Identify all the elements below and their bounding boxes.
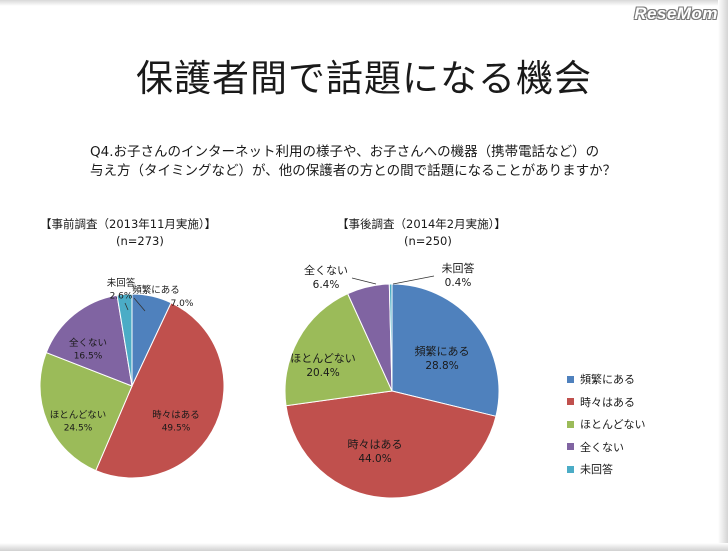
slice-value: 20.4% xyxy=(306,367,339,379)
pie-slice xyxy=(45,294,133,387)
slice-value: 7.0% xyxy=(171,299,194,309)
legend-swatch xyxy=(567,443,574,451)
top-border xyxy=(0,0,728,6)
slice-label: 頻繁にある xyxy=(132,284,180,296)
pie-slice xyxy=(388,283,393,392)
pie-slice xyxy=(39,351,133,472)
slice-label: 未回答 xyxy=(107,277,136,289)
legend-label: ほとんどない xyxy=(580,418,646,432)
slice-value: 2.6% xyxy=(110,292,133,302)
leader-line xyxy=(392,275,435,285)
legend-swatch xyxy=(567,398,574,406)
legend-swatch xyxy=(567,375,574,383)
legend-item: 未回答 xyxy=(567,458,645,481)
slice-label: ほとんどない xyxy=(290,352,355,365)
slice-label: ほとんどない xyxy=(50,410,107,421)
slice-value: 28.8% xyxy=(425,360,458,372)
question-text: Q4.お子さんのインターネット利用の様子や、お子さんへの機器（携帯電話など）の … xyxy=(90,143,690,181)
question-line-2: 与え方（タイミングなど）が、他の保護者の方との間で話題になることがありますか？ xyxy=(90,163,617,179)
slice-label: 全くない xyxy=(304,263,348,277)
slice-label: 時々はある xyxy=(152,410,200,421)
slice-label: 時々はある xyxy=(348,438,403,451)
slice-value: 0.4% xyxy=(445,277,472,289)
page-title: 保護者間で話題になる機会 xyxy=(136,57,592,100)
right-shadow xyxy=(718,0,728,551)
post-survey-title: 【事後調査（2014年2月実施）】 xyxy=(337,217,506,231)
legend: 頻繁にある時々はあるほとんどない 全くない未回答 xyxy=(567,368,645,481)
pie-slice xyxy=(391,283,500,417)
legend-label: 時々はある xyxy=(580,395,635,409)
legend-swatch xyxy=(567,420,574,428)
legend-item: ほとんどない xyxy=(567,413,645,436)
legend-item: 全くない xyxy=(567,436,645,459)
slice-value: 49.5% xyxy=(162,424,191,434)
leader-line xyxy=(133,297,146,312)
bottom-shadow xyxy=(0,543,728,551)
post-survey-pie: 頻繁にある 28.8% 時々はある 44.0% ほとんどない 20.4% 全くない 6.4% 未… xyxy=(284,261,500,499)
legend-label: 頻繁にある xyxy=(580,373,635,387)
pre-survey-title: 【事前調査（2013年11月実施）】 xyxy=(40,217,217,231)
pie-slice xyxy=(95,302,225,479)
pre-survey-n: (n=273) xyxy=(116,234,164,248)
slice-value: 6.4% xyxy=(313,279,340,291)
leader-line xyxy=(351,277,377,285)
legend-label: 全くない xyxy=(580,440,624,454)
question-line-1: Q4.お子さんのインターネット利用の様子や、お子さんへの機器（携帯電話など）の xyxy=(90,144,600,160)
pie-slice xyxy=(116,293,133,387)
pre-survey-pie: 頻繁にある 7.0% 時々はある 49.5% ほとんどない 24.5% 全くない 16.5% 未… xyxy=(39,277,225,479)
post-survey-n: (n=250) xyxy=(404,234,452,248)
pie-slice xyxy=(284,292,393,407)
legend-label: 未回答 xyxy=(580,463,613,477)
leader-line xyxy=(124,302,129,311)
slice-value: 24.5% xyxy=(64,424,93,434)
legend-item: 頻繁にある xyxy=(567,368,645,391)
slice-label: 未回答 xyxy=(442,261,475,275)
pie-slice xyxy=(285,390,497,499)
legend-swatch xyxy=(567,465,574,473)
watermark-logo: ReseMom xyxy=(634,4,718,23)
slice-label: 全くない xyxy=(69,337,107,349)
slice-value: 44.0% xyxy=(358,453,391,465)
slice-label: 頻繁にある xyxy=(415,344,470,358)
slice-value: 16.5% xyxy=(74,352,103,362)
legend-item: 時々はある xyxy=(567,391,645,414)
